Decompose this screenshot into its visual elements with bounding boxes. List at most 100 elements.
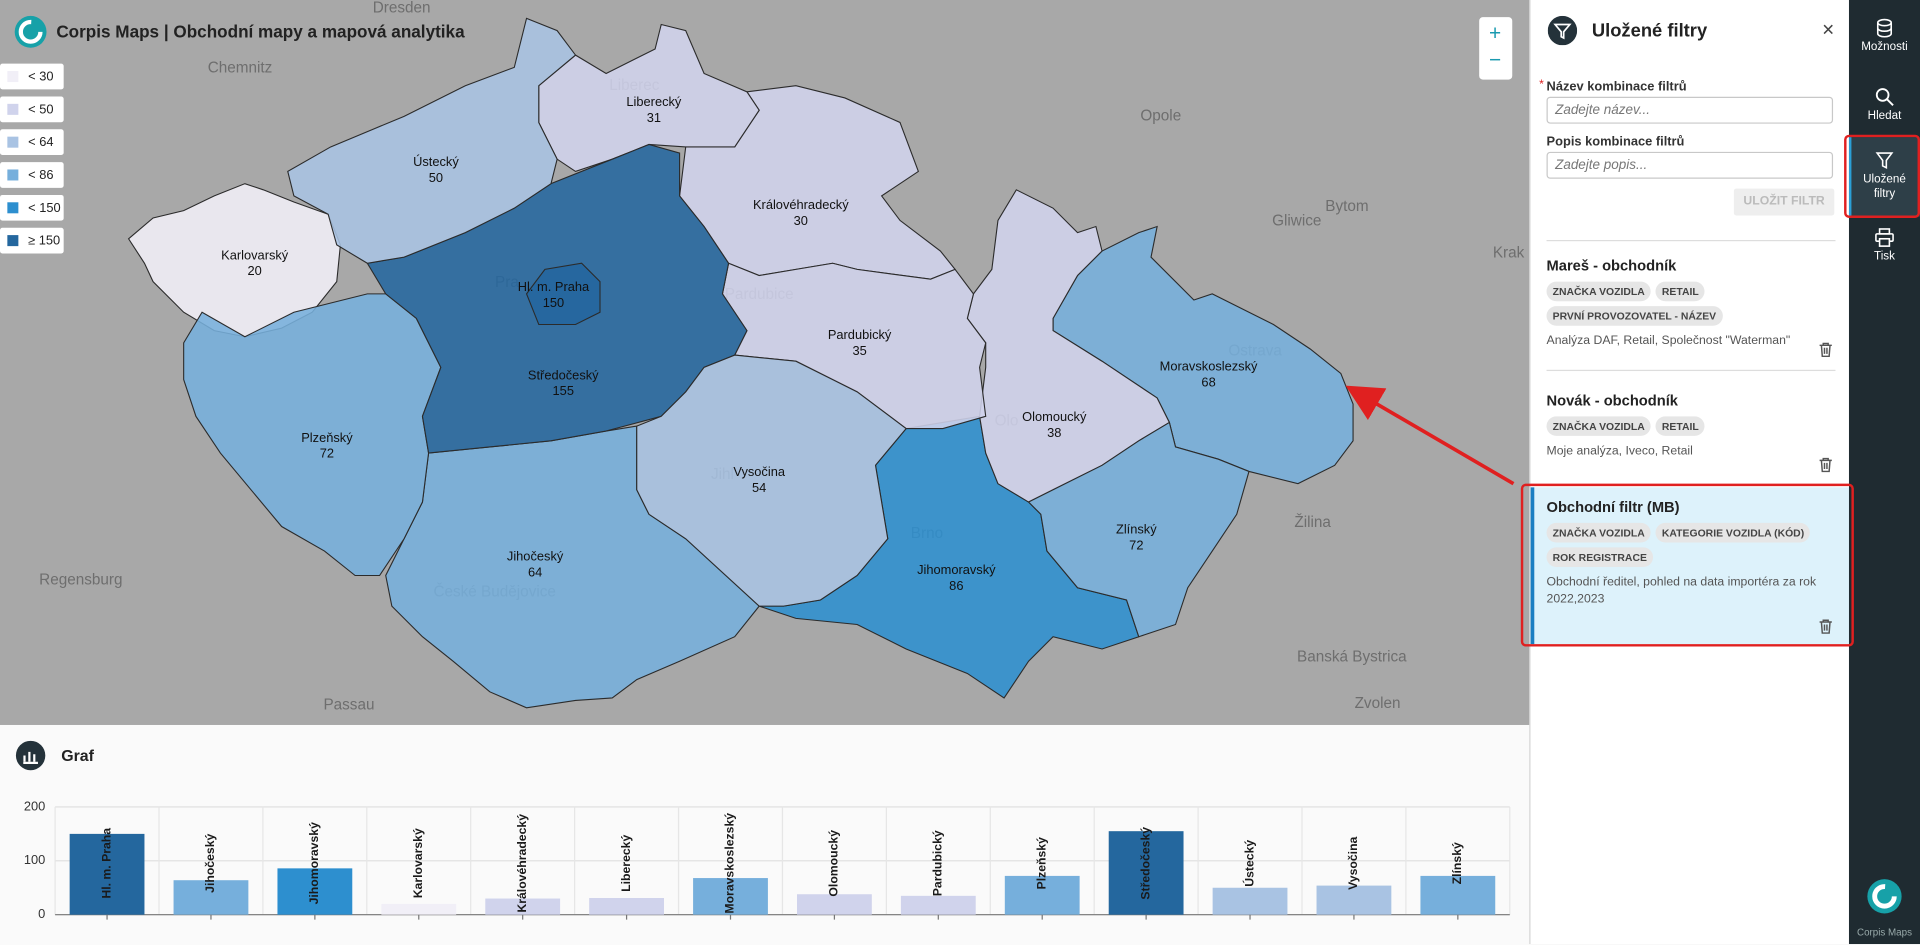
y-tick-label: 0	[38, 906, 45, 921]
x-tick-label: Královéhradecký	[515, 814, 529, 913]
region-value: 72	[1129, 538, 1143, 553]
region-name: Vysočina	[733, 464, 785, 479]
region-name: Hl. m. Praha	[518, 279, 590, 294]
bar	[485, 898, 561, 915]
nav-label: Možnosti	[1861, 40, 1908, 54]
legend-label: < 50	[28, 101, 53, 116]
x-tick-label: Vysočina	[1346, 836, 1360, 889]
nav-print[interactable]: Tisk	[1849, 228, 1920, 265]
legend-item	[0, 63, 64, 90]
icon	[1876, 18, 1893, 38]
region-name: Liberecký	[626, 94, 682, 109]
region-value: 72	[320, 446, 334, 461]
place-label: Gliwice	[1272, 213, 1321, 230]
filter-description: Analýza DAF, Retail, Společnost "Waterma…	[1546, 334, 1791, 348]
legend-item	[0, 96, 64, 123]
filter-tag: PRVNÍ PROVOZOVATEL - NÁZEV	[1546, 306, 1723, 326]
place-label: Bytom	[1325, 198, 1368, 215]
divider	[1546, 484, 1836, 487]
region-value: 38	[1047, 425, 1061, 440]
description-input[interactable]: Zadejte popis...	[1546, 151, 1834, 179]
chart-title: Graf	[61, 748, 94, 765]
x-tick-label: Liberecký	[619, 835, 633, 892]
divider	[1546, 240, 1836, 242]
icon	[1875, 88, 1894, 106]
panel-icon	[1547, 15, 1578, 46]
bar	[1316, 885, 1392, 915]
y-tick-label: 200	[24, 798, 45, 813]
bar	[69, 833, 145, 915]
legend-item	[0, 162, 64, 188]
filter-tag: ZNAČKA VOZIDLA	[1546, 281, 1651, 302]
region	[385, 425, 760, 709]
legend-item	[0, 194, 64, 221]
filter-tag: ROK REGISTRACE	[1546, 547, 1654, 567]
nav-options[interactable]: Možnosti	[1849, 18, 1920, 55]
place-label: Chemnitz	[208, 60, 273, 77]
nav-label: Hledat	[1867, 108, 1902, 123]
name-input[interactable]: Zadejte název...	[1546, 96, 1834, 124]
zoom-control	[1479, 17, 1513, 80]
brand-logo	[1867, 879, 1902, 914]
panel-title: Uložené filtry	[1591, 20, 1708, 42]
region-name: Královéhradecký	[753, 197, 849, 212]
save-button[interactable]: ULOŽIT FILTR	[1733, 188, 1835, 216]
place-label: Regensburg	[39, 571, 122, 588]
filter-card[interactable]: Obchodní filtr (MB) ZNAČKA VOZIDLA KATEGOR…	[1530, 487, 1849, 645]
region-name: Jihočeský	[507, 549, 564, 564]
filter-tags: ZNAČKA VOZIDLA RETAIL	[1546, 416, 1836, 436]
nav-saved-filters[interactable]: Uložené filtry	[1854, 151, 1915, 202]
close-button[interactable]: ×	[1822, 18, 1835, 42]
side-nav: Možnosti Hledat Uložené filtry Tisk Corp…	[1848, 0, 1920, 945]
legend-swatch	[7, 202, 19, 214]
filter-tag: ZNAČKA VOZIDLA	[1546, 522, 1651, 543]
nav-search[interactable]: Hledat	[1849, 87, 1920, 124]
zoom-out[interactable]: −	[1489, 49, 1501, 72]
region-value: 64	[528, 564, 542, 579]
delete-button[interactable]	[1818, 618, 1833, 634]
region-name: Ústecký	[413, 154, 459, 169]
region	[127, 183, 341, 338]
delete-button[interactable]	[1818, 457, 1833, 473]
region-value: 35	[852, 343, 866, 358]
place-label: Dresden	[373, 0, 431, 17]
region-name: Pardubický	[828, 327, 892, 342]
legend-label: < 150	[28, 200, 60, 215]
filter-tag: ZNAČKA VOZIDLA	[1546, 416, 1651, 436]
region	[636, 354, 907, 607]
legend-swatch	[7, 103, 19, 115]
bar	[796, 894, 872, 915]
filter-tag: KATEGORIE VOZIDLA (KÓD)	[1655, 522, 1811, 543]
region-value: 68	[1201, 375, 1215, 390]
x-tick-label: Zlínský	[1450, 842, 1464, 884]
delete-button[interactable]	[1818, 342, 1833, 358]
x-tick-label: Karlovarský	[411, 828, 425, 898]
legend-swatch	[7, 71, 19, 83]
region-name: Moravskoslezský	[1160, 359, 1258, 374]
region-name: Jihomoravský	[917, 562, 996, 577]
filter-card[interactable]: Mareš - obchodník ZNAČKA VOZIDLA RETAIL PRV…	[1531, 250, 1849, 368]
chart-icon	[15, 740, 46, 771]
nav-label: Uložené filtry	[1863, 172, 1906, 201]
x-tick-label: Plzeňský	[1034, 837, 1048, 890]
trash-icon	[1819, 619, 1832, 634]
x-tick-label: Olomoucký	[827, 830, 841, 897]
region	[525, 262, 601, 326]
filter-title: Mareš - obchodník	[1546, 257, 1677, 275]
filter-card[interactable]: Novák - obchodník ZNAČKA VOZIDLA RETAIL Moj…	[1531, 384, 1849, 482]
trash-icon	[1819, 457, 1832, 473]
required-mark: *	[1539, 78, 1544, 92]
legend-swatch	[7, 235, 19, 247]
x-tick-label: Hl. m. Praha	[99, 828, 113, 899]
region-value: 30	[794, 213, 808, 228]
map: DresdenChemnitzLiberecOpoleGliwiceBytomK…	[0, 0, 1525, 714]
zoom-in[interactable]: +	[1489, 22, 1501, 45]
filter-title: Novák - obchodník	[1546, 391, 1678, 409]
brand-name: Corpis Maps	[1856, 926, 1912, 938]
region	[1027, 421, 1250, 638]
legend-label: < 86	[28, 167, 53, 182]
bar	[589, 897, 664, 915]
place-label: Zvolen	[1355, 695, 1401, 712]
